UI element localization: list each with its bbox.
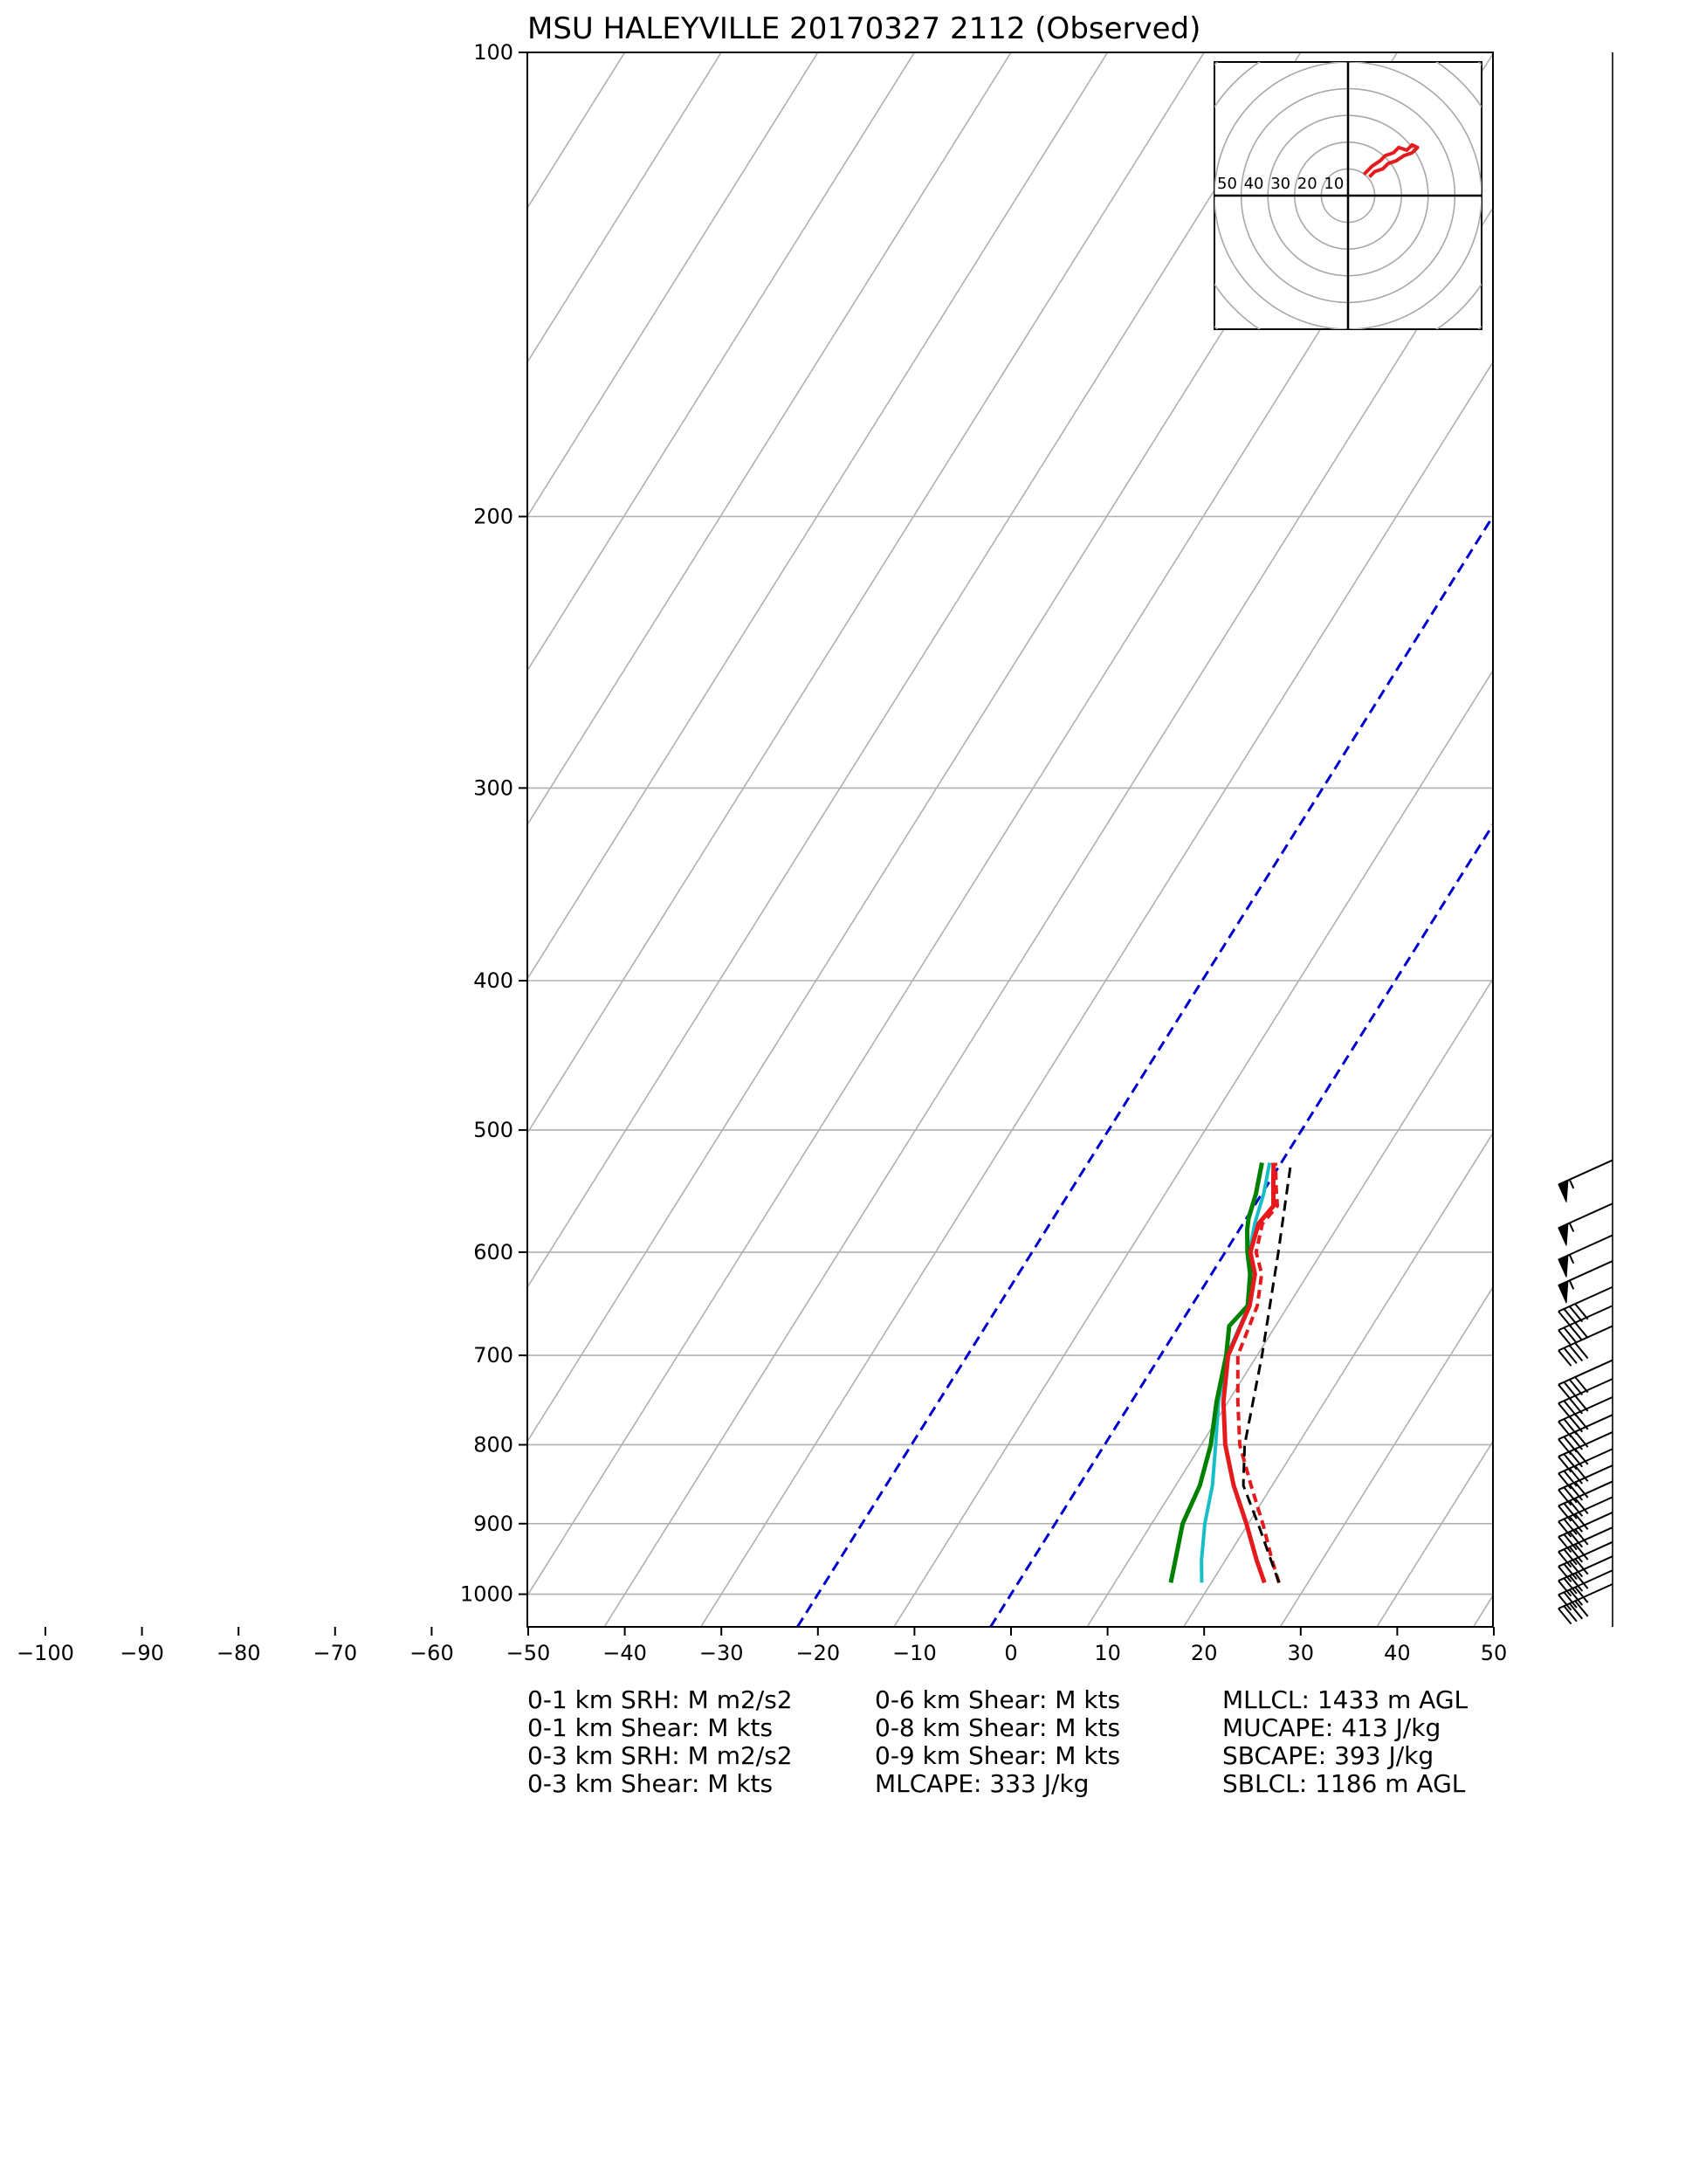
pressure-tick-label-800: 800 (473, 1432, 513, 1457)
parcel-line (1242, 1162, 1293, 1583)
isotherm-60 (1570, 52, 1699, 1627)
isotherm--150 (527, 52, 529, 56)
param-col1-line4: 0-3 km Shear: M kts (527, 1769, 773, 1798)
temp-tick-label--70: −70 (313, 1641, 357, 1665)
pressure-tick-label-200: 200 (473, 504, 513, 528)
wind-barb (1558, 1202, 1613, 1246)
chart-title: MSU HALEYVILLE 20170327 2112 (Observed) (527, 11, 1200, 46)
pressure-tick-label-700: 700 (473, 1343, 513, 1368)
pressure-axis: 100 200 300 400 500 600 700 800 900 1000 (460, 40, 527, 1607)
isotherm--100 (527, 52, 1012, 826)
temp-tick-label--30: −30 (699, 1641, 744, 1665)
isotherm--120 (527, 52, 819, 518)
param-col3-line1: MLLCL: 1433 m AGL (1222, 1685, 1469, 1714)
hodograph: 50 40 30 20 10 (1214, 61, 1482, 330)
param-col1-line3: 0-3 km SRH: M m2/s2 (527, 1741, 793, 1770)
param-col2-line4: MLCAPE: 333 J/kg (875, 1769, 1089, 1798)
temp-tick-label--10: −10 (892, 1641, 937, 1665)
isotherm--80 (527, 52, 1205, 1135)
temp-tick-label--60: −60 (409, 1641, 454, 1665)
isotherm--110 (527, 52, 916, 672)
temp-tick-label-40: 40 (1384, 1641, 1411, 1665)
hodograph-trace (1362, 142, 1420, 179)
virtual-temperature-line (1235, 1162, 1281, 1583)
temp-tick-label-50: 50 (1481, 1641, 1508, 1665)
pressure-tick-label-600: 600 (473, 1240, 513, 1264)
pressure-tick-label-400: 400 (473, 968, 513, 993)
wind-barb (1558, 1234, 1613, 1278)
param-col3-line2: MUCAPE: 413 J/kg (1222, 1713, 1441, 1742)
wind-barb (1558, 1260, 1613, 1304)
temp-tick-label--90: −90 (120, 1641, 164, 1665)
wind-barb (1558, 1325, 1613, 1367)
param-col2-line3: 0-9 km Shear: M kts (875, 1741, 1120, 1770)
wind-barb (1558, 1305, 1613, 1347)
isotherm--10 (893, 669, 1493, 1627)
isotherm--30 (700, 361, 1493, 1627)
temp-tick-label-10: 10 (1094, 1641, 1121, 1665)
param-col3-line4: SBLCL: 1186 m AGL (1222, 1769, 1466, 1798)
wind-barb (1558, 1159, 1613, 1202)
temp-tick-label-0: 0 (1004, 1641, 1017, 1665)
temp-tick-label-30: 30 (1288, 1641, 1315, 1665)
param-col1-line1: 0-1 km SRH: M m2/s2 (527, 1685, 793, 1714)
hodograph-ring-label-30: 30 (1270, 175, 1290, 193)
temperature-line (1221, 1162, 1276, 1584)
temp-tick-label--80: −80 (217, 1641, 261, 1665)
temperature-axis: −100 −90 −80 −70 −60 −50 −40 −30 −20 −10 0 10 20 30 40… (17, 1627, 1507, 1665)
dewpoint-line (1168, 1162, 1264, 1583)
temp-tick-label--20: −20 (795, 1641, 840, 1665)
skewt-series (1168, 1162, 1293, 1584)
wind-barb (1558, 1378, 1613, 1420)
isotherm--130 (527, 52, 722, 364)
isotherm--70 (527, 52, 1302, 1289)
isotherm-10 (1086, 977, 1493, 1627)
temp-tick-label--50: −50 (506, 1641, 551, 1665)
param-col3-line3: SBCAPE: 393 J/kg (1222, 1741, 1434, 1770)
param-col2-line2: 0-8 km Shear: M kts (875, 1713, 1120, 1742)
temp-tick-label--40: −40 (602, 1641, 647, 1665)
isotherm--90 (527, 52, 1109, 981)
pressure-tick-label-1000: 1000 (460, 1582, 513, 1607)
pressure-tick-label-300: 300 (473, 775, 513, 800)
wind-barb (1558, 1359, 1613, 1401)
pressure-tick-label-100: 100 (473, 40, 513, 65)
temp-tick-label--100: −100 (17, 1641, 74, 1665)
hodograph-ring-label-10: 10 (1324, 175, 1344, 193)
hodograph-ring-label-20: 20 (1297, 175, 1317, 193)
hodograph-ring-label-40: 40 (1244, 175, 1264, 193)
hodograph-ring-label-50: 50 (1217, 175, 1237, 193)
isotherm-30 (1279, 1285, 1493, 1627)
isotherm-20 (1183, 1132, 1493, 1627)
param-col2-line1: 0-6 km Shear: M kts (875, 1685, 1120, 1714)
wind-barbs (1558, 52, 1613, 1627)
skewt-grid (527, 52, 1699, 1627)
param-col1-line2: 0-1 km Shear: M kts (527, 1713, 773, 1742)
pressure-tick-label-900: 900 (473, 1512, 513, 1536)
temp-tick-label-20: 20 (1191, 1641, 1218, 1665)
pressure-tick-label-500: 500 (473, 1118, 513, 1142)
wind-barb (1558, 1285, 1613, 1327)
isotherm--140 (527, 52, 626, 210)
parameter-table: 0-1 km SRH: M m2/s2 0-1 km Shear: M kts … (527, 1685, 1469, 1798)
